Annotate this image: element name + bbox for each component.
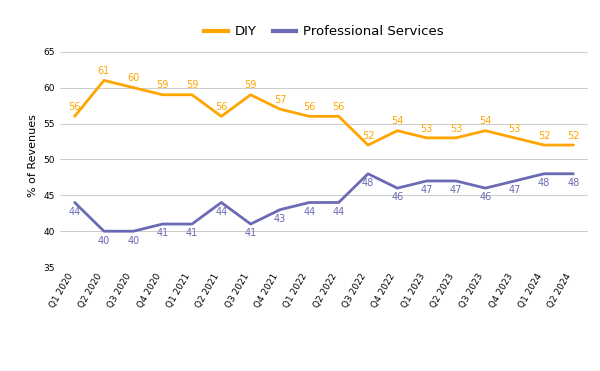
Text: 44: 44 bbox=[303, 207, 316, 217]
Text: 46: 46 bbox=[479, 193, 491, 203]
Text: 59: 59 bbox=[157, 81, 169, 91]
Text: 59: 59 bbox=[186, 81, 198, 91]
Text: 44: 44 bbox=[215, 207, 227, 217]
Text: 56: 56 bbox=[68, 102, 81, 112]
Text: 60: 60 bbox=[127, 73, 139, 83]
Text: 46: 46 bbox=[391, 193, 403, 203]
Text: 41: 41 bbox=[186, 228, 198, 238]
Text: 56: 56 bbox=[332, 102, 345, 112]
Y-axis label: % of Revenues: % of Revenues bbox=[28, 114, 38, 197]
Text: 48: 48 bbox=[362, 178, 374, 188]
Text: 57: 57 bbox=[274, 95, 286, 105]
Text: 54: 54 bbox=[391, 116, 404, 127]
Text: 53: 53 bbox=[421, 124, 433, 134]
Text: 40: 40 bbox=[98, 236, 110, 246]
Text: 54: 54 bbox=[479, 116, 491, 127]
Text: 48: 48 bbox=[538, 178, 550, 188]
Text: 56: 56 bbox=[303, 102, 316, 112]
Text: 44: 44 bbox=[68, 207, 81, 217]
Text: 53: 53 bbox=[508, 124, 521, 134]
Text: 47: 47 bbox=[450, 185, 462, 195]
Legend: DIY, Professional Services: DIY, Professional Services bbox=[199, 20, 449, 43]
Text: 52: 52 bbox=[538, 131, 550, 141]
Text: 47: 47 bbox=[421, 185, 433, 195]
Text: 41: 41 bbox=[245, 228, 257, 238]
Text: 52: 52 bbox=[362, 131, 374, 141]
Text: 56: 56 bbox=[215, 102, 227, 112]
Text: 52: 52 bbox=[567, 131, 580, 141]
Text: 61: 61 bbox=[98, 66, 110, 76]
Text: 44: 44 bbox=[332, 207, 345, 217]
Text: 59: 59 bbox=[244, 81, 257, 91]
Text: 40: 40 bbox=[127, 236, 139, 246]
Text: 48: 48 bbox=[567, 178, 580, 188]
Text: 47: 47 bbox=[508, 185, 521, 195]
Text: 41: 41 bbox=[157, 228, 169, 238]
Text: 43: 43 bbox=[274, 214, 286, 224]
Text: 53: 53 bbox=[450, 124, 462, 134]
